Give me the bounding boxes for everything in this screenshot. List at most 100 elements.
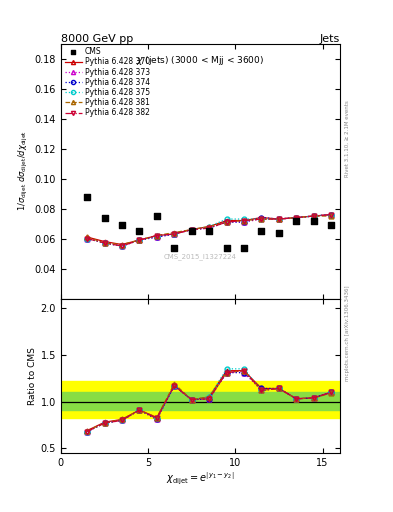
Pythia 6.428 374 xyxy=(224,219,229,225)
Pythia 6.428 375 xyxy=(85,236,90,242)
Pythia 6.428 381 xyxy=(207,223,211,229)
Pythia 6.428 381 xyxy=(242,218,246,224)
Pythia 6.428 370 xyxy=(294,215,299,221)
CMS xyxy=(206,227,212,235)
Text: $\chi$ (jets) (3000 < Mjj < 3600): $\chi$ (jets) (3000 < Mjj < 3600) xyxy=(136,54,264,67)
Pythia 6.428 382 xyxy=(189,226,194,232)
Pythia 6.428 373 xyxy=(242,219,246,225)
CMS xyxy=(241,243,247,251)
Pythia 6.428 375 xyxy=(277,216,281,222)
Pythia 6.428 370 xyxy=(85,234,90,240)
Text: 8000 GeV pp: 8000 GeV pp xyxy=(61,34,133,45)
Pythia 6.428 374 xyxy=(311,213,316,219)
Pythia 6.428 375 xyxy=(102,240,107,246)
CMS xyxy=(84,193,90,201)
Pythia 6.428 381 xyxy=(172,229,176,236)
Pythia 6.428 382 xyxy=(277,216,281,222)
Pythia 6.428 373 xyxy=(119,243,124,249)
Pythia 6.428 382 xyxy=(242,218,246,224)
Pythia 6.428 370 xyxy=(207,223,211,229)
Pythia 6.428 373 xyxy=(329,211,334,218)
Pythia 6.428 375 xyxy=(189,226,194,232)
Pythia 6.428 375 xyxy=(294,215,299,221)
Text: CMS_2015_I1327224: CMS_2015_I1327224 xyxy=(164,253,237,260)
Pythia 6.428 382 xyxy=(137,237,142,243)
CMS xyxy=(119,221,125,229)
CMS xyxy=(154,212,160,220)
CMS xyxy=(189,227,195,235)
Pythia 6.428 381 xyxy=(224,219,229,225)
Pythia 6.428 370 xyxy=(102,239,107,245)
Line: Pythia 6.428 373: Pythia 6.428 373 xyxy=(84,212,334,248)
Pythia 6.428 375 xyxy=(259,216,264,222)
Pythia 6.428 382 xyxy=(294,215,299,221)
Pythia 6.428 381 xyxy=(259,216,264,222)
Pythia 6.428 382 xyxy=(119,243,124,249)
Pythia 6.428 373 xyxy=(172,231,176,237)
Pythia 6.428 381 xyxy=(119,242,124,248)
CMS xyxy=(276,228,282,237)
Pythia 6.428 374 xyxy=(119,243,124,249)
Y-axis label: Ratio to CMS: Ratio to CMS xyxy=(28,347,37,405)
Text: Jets: Jets xyxy=(320,34,340,45)
Pythia 6.428 374 xyxy=(102,240,107,246)
Pythia 6.428 382 xyxy=(259,216,264,222)
Pythia 6.428 382 xyxy=(172,231,176,237)
Pythia 6.428 370 xyxy=(259,215,264,221)
Pythia 6.428 370 xyxy=(137,237,142,243)
Legend: CMS, Pythia 6.428 370, Pythia 6.428 373, Pythia 6.428 374, Pythia 6.428 375, Pyt: CMS, Pythia 6.428 370, Pythia 6.428 373,… xyxy=(63,46,151,119)
Pythia 6.428 381 xyxy=(311,213,316,219)
Line: Pythia 6.428 374: Pythia 6.428 374 xyxy=(84,212,334,248)
Pythia 6.428 374 xyxy=(242,219,246,225)
Pythia 6.428 382 xyxy=(85,236,90,242)
Pythia 6.428 375 xyxy=(242,216,246,222)
Pythia 6.428 381 xyxy=(154,232,159,239)
Pythia 6.428 382 xyxy=(311,213,316,219)
Text: mcplots.cern.ch [arXiv:1306.3436]: mcplots.cern.ch [arXiv:1306.3436] xyxy=(345,285,350,380)
Pythia 6.428 374 xyxy=(259,215,264,221)
Pythia 6.428 374 xyxy=(154,234,159,240)
Pythia 6.428 382 xyxy=(207,225,211,231)
Pythia 6.428 381 xyxy=(85,234,90,240)
Pythia 6.428 381 xyxy=(329,213,334,219)
CMS xyxy=(171,243,177,251)
Pythia 6.428 381 xyxy=(277,216,281,222)
Pythia 6.428 375 xyxy=(207,223,211,229)
Pythia 6.428 373 xyxy=(102,240,107,246)
Pythia 6.428 373 xyxy=(137,237,142,243)
Pythia 6.428 374 xyxy=(207,225,211,231)
Pythia 6.428 370 xyxy=(242,218,246,224)
Pythia 6.428 374 xyxy=(172,231,176,237)
CMS xyxy=(101,214,108,222)
Pythia 6.428 370 xyxy=(119,242,124,248)
Pythia 6.428 381 xyxy=(294,215,299,221)
Pythia 6.428 373 xyxy=(154,234,159,240)
Pythia 6.428 373 xyxy=(277,216,281,222)
Pythia 6.428 382 xyxy=(154,232,159,239)
Pythia 6.428 373 xyxy=(259,216,264,222)
Pythia 6.428 370 xyxy=(154,232,159,239)
CMS xyxy=(224,243,230,251)
Pythia 6.428 375 xyxy=(172,231,176,237)
Pythia 6.428 381 xyxy=(102,240,107,246)
Text: Rivet 3.1.10, ≥ 2.1M events: Rivet 3.1.10, ≥ 2.1M events xyxy=(345,100,350,177)
Pythia 6.428 375 xyxy=(119,243,124,249)
Pythia 6.428 382 xyxy=(329,211,334,218)
Line: Pythia 6.428 382: Pythia 6.428 382 xyxy=(84,212,334,248)
Pythia 6.428 370 xyxy=(329,211,334,218)
Pythia 6.428 375 xyxy=(329,211,334,218)
Line: Pythia 6.428 370: Pythia 6.428 370 xyxy=(84,212,334,247)
Pythia 6.428 370 xyxy=(189,226,194,232)
Pythia 6.428 374 xyxy=(329,211,334,218)
Pythia 6.428 370 xyxy=(224,218,229,224)
Pythia 6.428 374 xyxy=(294,215,299,221)
Pythia 6.428 381 xyxy=(137,237,142,243)
CMS xyxy=(136,227,143,235)
Pythia 6.428 374 xyxy=(85,236,90,242)
Pythia 6.428 374 xyxy=(277,216,281,222)
Pythia 6.428 373 xyxy=(207,225,211,231)
Y-axis label: $1/\sigma_\mathrm{dijet}\ d\sigma_\mathrm{dijet}/d\chi_\mathrm{dijet}$: $1/\sigma_\mathrm{dijet}\ d\sigma_\mathr… xyxy=(17,131,30,211)
CMS xyxy=(310,217,317,225)
Pythia 6.428 373 xyxy=(189,226,194,232)
X-axis label: $\chi_\mathrm{dijet} = e^{|y_1-y_2|}$: $\chi_\mathrm{dijet} = e^{|y_1-y_2|}$ xyxy=(166,471,235,487)
